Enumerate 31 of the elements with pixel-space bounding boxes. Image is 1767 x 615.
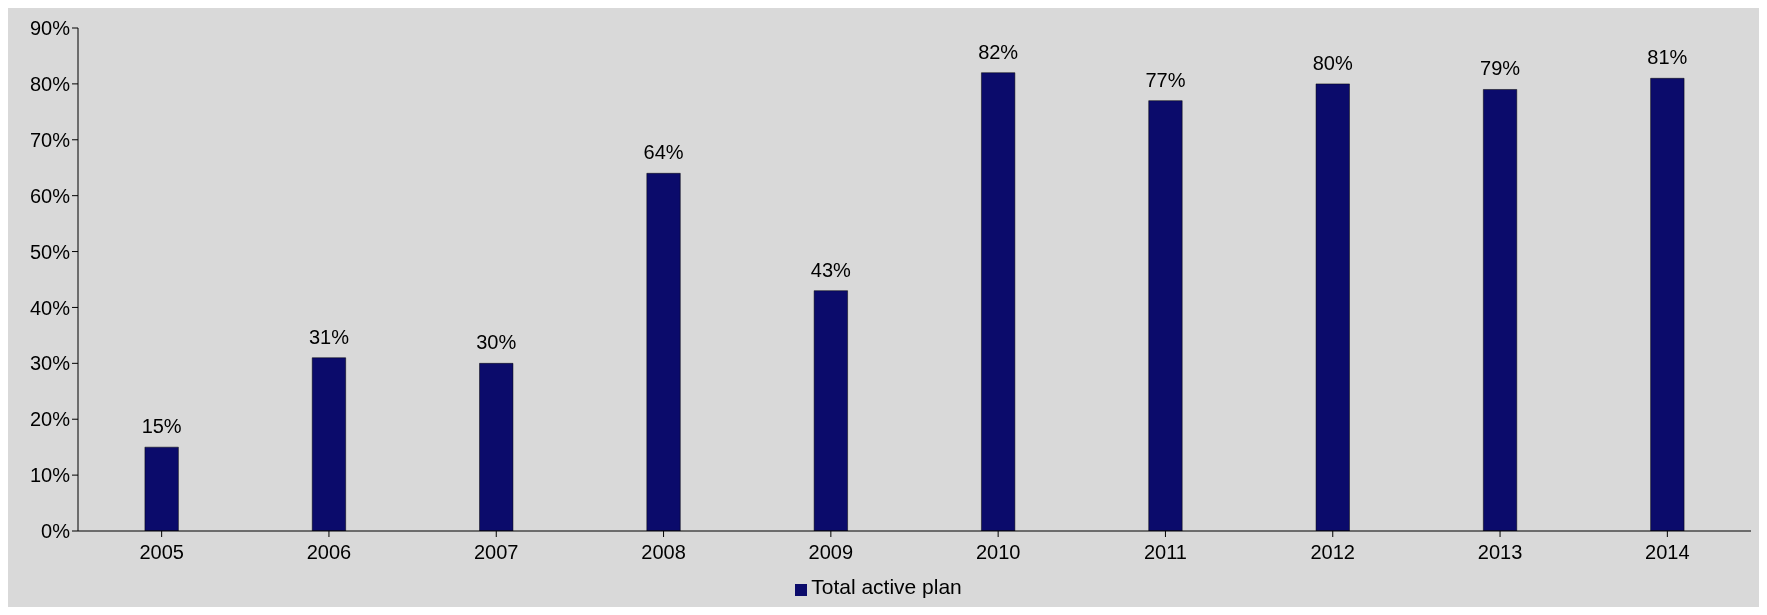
data-label: 64% bbox=[643, 141, 684, 164]
y-tick-label: 40% bbox=[29, 296, 71, 319]
x-tick-label: 2013 bbox=[1477, 541, 1523, 564]
data-label: 15% bbox=[141, 415, 182, 438]
legend-label: Total active plan bbox=[811, 575, 962, 598]
y-tick-label: 90% bbox=[29, 17, 71, 40]
data-label: 77% bbox=[1145, 68, 1186, 91]
data-label: 79% bbox=[1480, 57, 1521, 80]
y-tick-label: 80% bbox=[29, 72, 71, 95]
y-tick-label: 60% bbox=[29, 184, 71, 207]
data-label: 82% bbox=[978, 40, 1019, 63]
x-tick-label: 2011 bbox=[1143, 541, 1187, 564]
x-tick-label: 2009 bbox=[808, 541, 854, 564]
y-tick-label: 10% bbox=[29, 464, 71, 487]
x-tick-label: 2012 bbox=[1310, 541, 1355, 564]
y-tick-label: 0% bbox=[41, 520, 71, 543]
x-tick-label: 2010 bbox=[975, 541, 1021, 564]
data-label: 81% bbox=[1647, 46, 1688, 69]
data-label: 31% bbox=[308, 325, 350, 348]
data-label: 43% bbox=[810, 258, 852, 281]
x-tick-label: 2014 bbox=[1645, 541, 1690, 564]
y-tick-label: 20% bbox=[29, 408, 71, 431]
data-label: 80% bbox=[1312, 51, 1353, 74]
x-tick-label: 2005 bbox=[139, 541, 184, 564]
y-tick-label: 50% bbox=[29, 240, 71, 263]
y-tick-label: 70% bbox=[29, 128, 71, 151]
data-label: 30% bbox=[476, 331, 517, 354]
x-tick-label: 2008 bbox=[641, 541, 686, 564]
x-tick-label: 2006 bbox=[306, 541, 352, 564]
x-tick-label: 2007 bbox=[474, 541, 519, 564]
y-tick-label: 30% bbox=[29, 352, 71, 375]
